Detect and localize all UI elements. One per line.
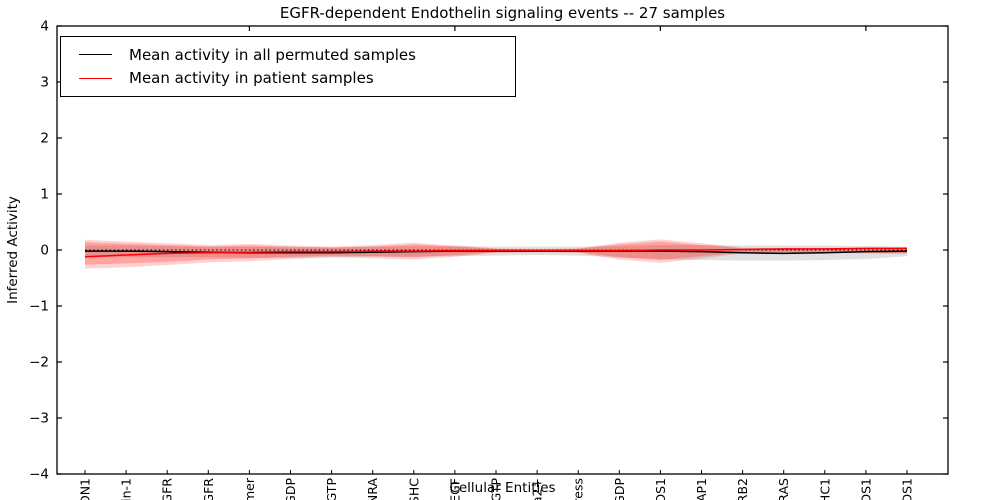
- y-axis-label: Inferred Activity: [5, 196, 22, 304]
- legend-entry-patient: Mean activity in patient samples: [73, 69, 503, 87]
- x-category-label: EGFR: [201, 478, 216, 500]
- x-category-label: SOS1: [858, 478, 873, 500]
- y-tick-label: 3: [40, 75, 49, 91]
- x-category-label: EGF: [447, 478, 462, 500]
- x-category-label: response to oxidative stress: [571, 478, 586, 500]
- y-tick-label: −4: [29, 467, 49, 483]
- patient-std-band-inner: [85, 241, 907, 265]
- x-category-label: HRAS: [776, 478, 791, 500]
- x-axis-label: Cellular Entities: [449, 480, 556, 496]
- legend-line-sample-patient: [79, 77, 112, 79]
- y-tick-label: 2: [40, 131, 49, 147]
- x-category-label: HRAS/GTP: [324, 478, 339, 500]
- x-category-label: EGF/EGFR: [160, 478, 175, 500]
- x-category-label: mol:Ca2+: [530, 478, 545, 500]
- x-category-label: HRAS/GDP: [283, 478, 298, 500]
- y-axis-label-wrap: Inferred Activity: [2, 0, 24, 500]
- y-tick-label: −2: [29, 355, 49, 371]
- x-category-label: FRAP1: [694, 478, 709, 500]
- patient-mean-line: [84, 247, 907, 258]
- legend-line-sample-permuted: [79, 54, 112, 56]
- x-category-label: GRB2/SOS1: [900, 478, 915, 500]
- patient-std-band-outer: [85, 239, 907, 269]
- y-tick-label: −1: [29, 299, 49, 315]
- y-tick-label: −3: [29, 411, 49, 427]
- x-category-label: EDN1: [78, 478, 93, 500]
- x-category-label: GRB2: [735, 478, 750, 500]
- permuted-std-band: [85, 244, 907, 261]
- y-tick-label: 0: [40, 243, 49, 259]
- chart-title: EGFR-dependent Endothelin signaling even…: [279, 4, 726, 22]
- x-category-label: EGF/EGFR dimer: [242, 477, 257, 500]
- x-category-label: EDNRA: [365, 478, 380, 500]
- x-category-label: SHC1: [817, 478, 832, 500]
- x-category-label: mol:GDP: [612, 478, 627, 500]
- legend-label-permuted: Mean activity in all permuted samples: [129, 45, 416, 64]
- x-category-label: EGF/EGFR dimer/SHC/GRB2/SOS1: [653, 478, 668, 500]
- x-category-label: ETA receptor/Endothelin-1: [119, 478, 134, 500]
- legend-box: Mean activity in all permuted samples Me…: [60, 36, 516, 97]
- y-tick-label: 1: [40, 187, 49, 203]
- legend-entry-permuted: Mean activity in all permuted samples: [73, 46, 503, 64]
- y-tick-label: 4: [40, 19, 49, 35]
- legend-label-patient: Mean activity in patient samples: [129, 69, 374, 88]
- x-category-label: mol:GTP: [489, 478, 504, 500]
- x-category-label: EGF/EGFR dimer/SHC: [406, 478, 421, 500]
